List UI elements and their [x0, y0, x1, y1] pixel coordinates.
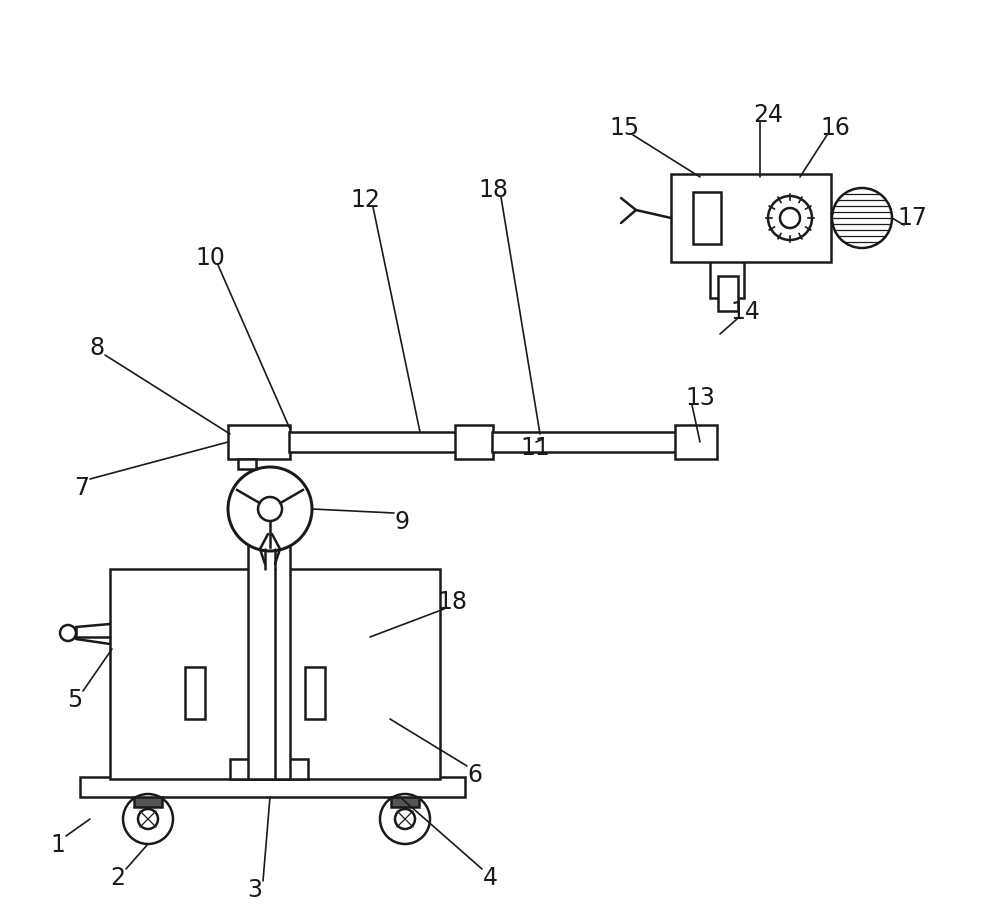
Bar: [110, 570, 440, 779]
Text: 16: 16: [820, 116, 850, 140]
Text: 1: 1: [51, 832, 65, 857]
Bar: [228, 425, 290, 460]
Bar: [671, 175, 831, 263]
Text: 4: 4: [483, 865, 498, 889]
Text: 3: 3: [248, 877, 263, 901]
Text: 2: 2: [111, 865, 126, 889]
Circle shape: [780, 209, 800, 229]
Text: 14: 14: [730, 300, 760, 323]
Text: 11: 11: [520, 436, 550, 460]
Bar: [238, 460, 256, 470]
Circle shape: [395, 809, 415, 829]
Circle shape: [258, 497, 282, 521]
Bar: [134, 797, 162, 807]
Text: 10: 10: [195, 245, 225, 269]
Circle shape: [832, 188, 892, 249]
Text: 18: 18: [437, 589, 467, 613]
Text: 12: 12: [350, 187, 380, 211]
Circle shape: [719, 244, 735, 261]
Bar: [675, 425, 717, 460]
Text: 18: 18: [478, 177, 508, 202]
Circle shape: [60, 625, 76, 641]
Bar: [455, 425, 493, 460]
Bar: [185, 667, 205, 720]
Text: 8: 8: [89, 335, 105, 359]
Bar: [230, 759, 308, 779]
Circle shape: [768, 197, 812, 241]
Circle shape: [138, 809, 158, 829]
Circle shape: [123, 794, 173, 844]
Text: 13: 13: [685, 386, 715, 410]
Bar: [693, 193, 721, 244]
Text: 7: 7: [75, 475, 90, 499]
Bar: [289, 433, 456, 452]
Circle shape: [380, 794, 430, 844]
Bar: [248, 490, 290, 779]
Text: 6: 6: [468, 762, 483, 786]
Bar: [710, 261, 744, 299]
Text: 9: 9: [395, 509, 410, 533]
Circle shape: [228, 468, 312, 551]
Bar: [492, 433, 676, 452]
Bar: [718, 277, 738, 312]
Text: 24: 24: [753, 103, 783, 127]
Bar: [391, 797, 419, 807]
Text: 15: 15: [610, 116, 640, 140]
Text: 17: 17: [897, 206, 927, 230]
Text: 5: 5: [67, 687, 83, 711]
Bar: [305, 667, 325, 720]
Bar: [80, 777, 465, 797]
